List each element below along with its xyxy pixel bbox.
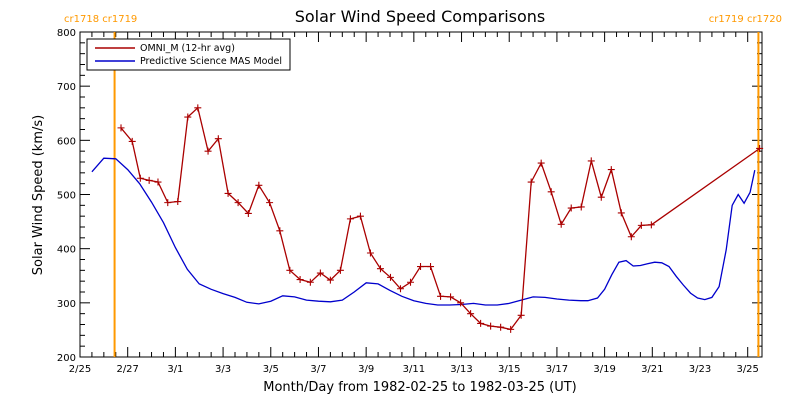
y-tick-label: 700 <box>57 82 76 93</box>
x-tick-label: 3/13 <box>450 364 472 375</box>
legend-label-mas: Predictive Science MAS Model <box>140 56 282 67</box>
series-layer <box>91 104 764 333</box>
data-point-marker <box>316 269 324 277</box>
x-tick-label: 3/17 <box>546 364 568 375</box>
data-point-marker <box>477 319 485 327</box>
data-point-marker <box>537 159 545 167</box>
data-point-marker <box>296 276 304 284</box>
x-tick-label: 3/23 <box>689 364 711 375</box>
carrington-marker-label: cr1718 cr1719 <box>64 14 137 25</box>
data-point-marker <box>276 227 284 235</box>
data-point-marker <box>117 124 125 132</box>
data-point-marker <box>255 181 263 189</box>
data-point-marker <box>204 147 212 155</box>
data-point-marker <box>286 266 294 274</box>
data-point-marker <box>376 265 384 273</box>
data-point-marker <box>266 199 274 207</box>
data-point-marker <box>244 209 252 217</box>
data-point-marker <box>164 199 172 207</box>
data-point-marker <box>557 220 565 228</box>
data-point-marker <box>306 278 314 286</box>
plot-area: 200 300 400 500 600 700 800 2/25 2/27 3/1 3/3 3/5 3… <box>57 28 763 375</box>
data-point-marker <box>527 178 535 186</box>
x-tick-label: 3/15 <box>498 364 520 375</box>
x-tick-label: 3/25 <box>736 364 758 375</box>
data-point-marker <box>407 278 415 286</box>
data-point-marker <box>607 166 615 174</box>
y-tick-label: 800 <box>57 28 76 39</box>
x-tick-label: 3/21 <box>641 364 663 375</box>
data-point-marker <box>637 221 645 229</box>
data-point-marker <box>577 203 585 211</box>
legend-label-omni: OMNI_M (12-hr avg) <box>140 43 235 54</box>
carrington-markers: cr1718 cr1719 cr1719 cr1720 <box>64 14 782 357</box>
x-tick-label: 3/11 <box>403 364 425 375</box>
data-point-marker <box>507 325 515 333</box>
x-tick-label: 3/7 <box>310 364 326 375</box>
data-point-marker <box>517 311 525 319</box>
y-tick-label: 600 <box>57 136 76 147</box>
data-point-marker <box>627 233 635 241</box>
data-point-marker <box>154 178 162 186</box>
data-point-marker <box>234 199 242 207</box>
data-point-marker <box>136 174 144 182</box>
chart-title: Solar Wind Speed Comparisons <box>295 7 546 26</box>
x-axis: 2/25 2/27 3/1 3/3 3/5 3/7 3/9 3/11 3/13 3/15 3/17 3… <box>69 32 759 375</box>
x-axis-label: Month/Day from 1982-02-25 to 1982-03-25 … <box>263 380 576 395</box>
data-point-marker <box>386 273 394 281</box>
data-point-marker <box>487 322 495 330</box>
x-tick-label: 3/5 <box>263 364 279 375</box>
data-point-marker <box>128 137 136 145</box>
y-axis: 200 300 400 500 600 700 800 <box>57 28 762 364</box>
data-point-marker <box>427 263 435 271</box>
data-point-marker <box>145 176 153 184</box>
plot-frame <box>79 31 763 358</box>
data-point-marker <box>356 212 364 220</box>
carrington-marker-label: cr1719 cr1720 <box>709 14 782 25</box>
legend: OMNI_M (12-hr avg) Predictive Science MA… <box>86 38 291 71</box>
y-axis-label: Solar Wind Speed (km/s) <box>31 115 46 275</box>
data-point-marker <box>184 113 192 121</box>
data-point-marker <box>437 292 445 300</box>
y-tick-label: 300 <box>57 299 76 310</box>
series-line <box>91 157 756 306</box>
data-point-marker <box>224 189 232 197</box>
y-tick-label: 500 <box>57 191 76 202</box>
x-tick-label: 2/25 <box>69 364 91 375</box>
data-point-marker <box>617 209 625 217</box>
data-point-marker <box>547 188 555 196</box>
x-tick-label: 3/3 <box>215 364 231 375</box>
data-point-marker <box>587 157 595 165</box>
data-point-marker <box>336 266 344 274</box>
data-point-marker <box>457 299 465 307</box>
data-point-marker <box>447 293 455 301</box>
data-point-marker <box>467 310 475 318</box>
data-point-marker <box>214 135 222 143</box>
data-point-marker <box>174 198 182 206</box>
x-tick-label: 3/19 <box>593 364 615 375</box>
x-tick-label: 3/9 <box>358 364 374 375</box>
data-point-marker <box>417 263 425 271</box>
data-point-marker <box>194 104 202 112</box>
legend-box <box>86 38 291 71</box>
data-point-marker <box>366 249 374 257</box>
data-point-marker <box>647 221 655 229</box>
data-point-marker <box>396 285 404 293</box>
data-point-marker <box>326 276 334 284</box>
y-tick-label: 200 <box>57 353 76 364</box>
data-point-marker <box>497 323 505 331</box>
data-point-marker <box>346 215 354 223</box>
data-point-marker <box>597 193 605 201</box>
y-tick-label: 400 <box>57 245 76 256</box>
data-point-marker <box>756 144 764 152</box>
x-tick-label: 2/27 <box>116 364 138 375</box>
data-point-marker <box>567 204 575 212</box>
x-tick-label: 3/1 <box>167 364 183 375</box>
